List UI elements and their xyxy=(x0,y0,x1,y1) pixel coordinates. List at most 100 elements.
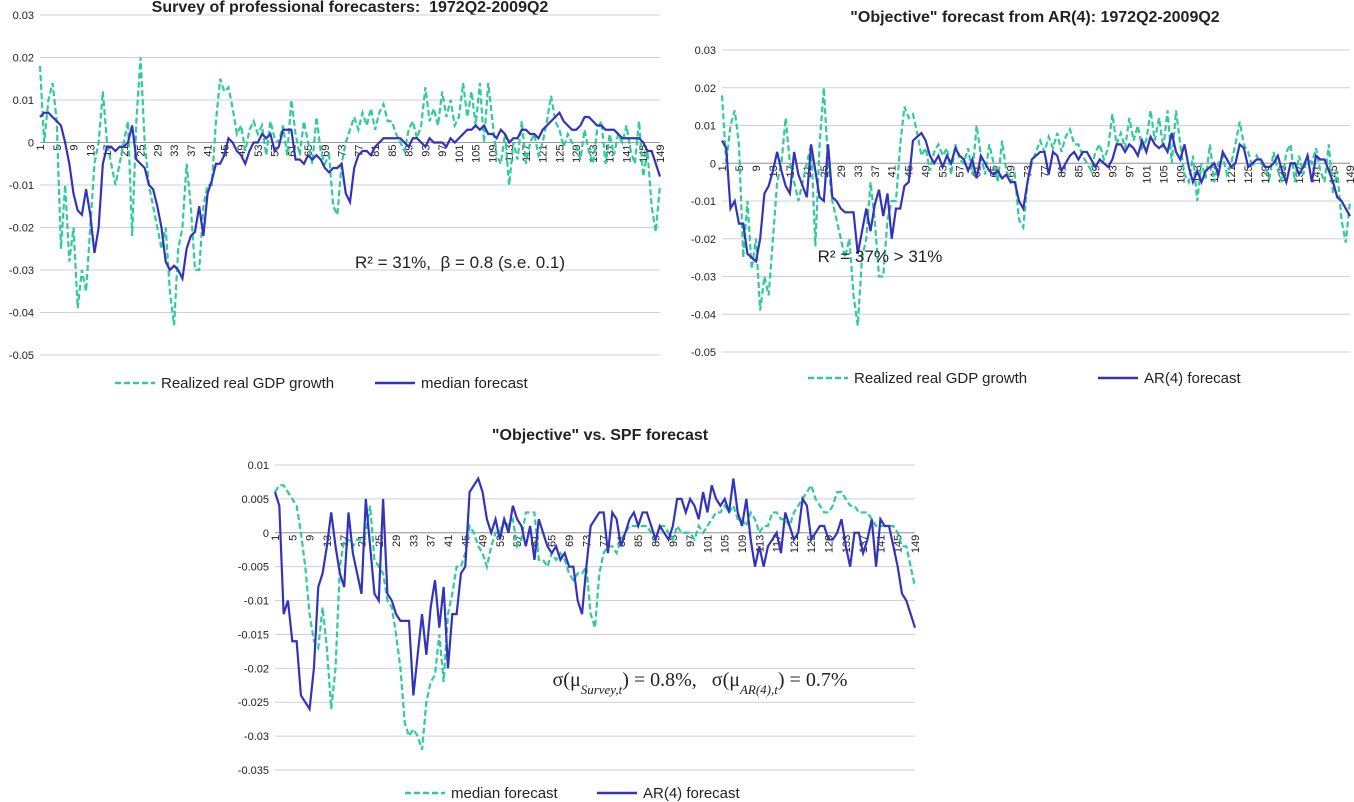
y-tick-label: -0.005 xyxy=(238,562,269,574)
chart-title: Survey of professional forecasters: 1972… xyxy=(152,0,549,16)
x-tick-label: 17 xyxy=(785,165,797,177)
annotation: R² = 37% > 31% xyxy=(818,247,943,266)
x-tick-label: 101 xyxy=(702,535,714,553)
x-tick-label: 149 xyxy=(1345,165,1354,183)
x-tick-label: 29 xyxy=(836,165,848,177)
annotation: R² = 31%, β = 0.8 (s.e. 0.1) xyxy=(355,253,565,272)
y-tick-label: -0.03 xyxy=(9,265,34,277)
x-tick-label: 1 xyxy=(717,165,729,171)
y-tick-label: -0.025 xyxy=(238,697,269,709)
x-tick-label: 125 xyxy=(806,535,818,553)
y-tick-label: -0.035 xyxy=(238,765,269,777)
x-tick-label: 1 xyxy=(35,145,47,151)
x-tick-label: 89 xyxy=(404,145,416,157)
x-tick-label: 13 xyxy=(85,145,97,157)
x-tick-label: 1 xyxy=(270,535,282,541)
annotation-part: AR(4),t xyxy=(739,682,778,697)
y-tick-label: -0.02 xyxy=(9,223,34,235)
y-tick-label: 0.005 xyxy=(241,494,269,506)
chart: "Objective" vs. SPF forecast 0.01 0.005 0 -0… xyxy=(238,427,922,802)
x-tick-label: 37 xyxy=(186,145,198,157)
x-tick-label: 9 xyxy=(69,145,81,151)
series-line xyxy=(274,482,917,751)
chart: "Objective" forecast from AR(4): 1972Q2-… xyxy=(691,9,1354,387)
series-line xyxy=(39,110,662,283)
x-tick-label: 109 xyxy=(1175,165,1187,183)
series-line xyxy=(38,57,662,326)
x-tick-label: 9 xyxy=(751,165,763,171)
x-tick-label: 17 xyxy=(339,535,351,547)
x-tick-label: 109 xyxy=(487,145,499,163)
x-tick-label: 29 xyxy=(152,145,164,157)
y-tick-label: 0 xyxy=(28,138,34,150)
x-tick-label: 93 xyxy=(1107,165,1119,177)
series-line xyxy=(720,87,1352,326)
x-tick-label: 125 xyxy=(554,145,566,163)
y-tick-label: 0.03 xyxy=(695,45,716,57)
x-tick-label: 41 xyxy=(203,145,215,157)
x-tick-label: 81 xyxy=(370,145,382,157)
y-tick-label: -0.01 xyxy=(9,180,34,192)
y-tick-label: -0.05 xyxy=(9,350,34,362)
y-tick-label: 0.03 xyxy=(13,10,34,22)
y-tick-label: 0.01 xyxy=(248,460,269,472)
x-tick-label: 37 xyxy=(426,535,438,547)
x-tick-label: 33 xyxy=(169,145,181,157)
series-line xyxy=(273,475,917,713)
legend-label: AR(4) forecast xyxy=(643,785,741,802)
x-tick-label: 5 xyxy=(287,535,299,541)
x-tick-label: 121 xyxy=(789,535,801,553)
annotation-part: ) = 0.7% xyxy=(778,669,848,691)
x-tick-label: 53 xyxy=(495,535,507,547)
x-tick-label: 109 xyxy=(737,535,749,553)
x-tick-label: 25 xyxy=(819,165,831,177)
x-tick-label: 49 xyxy=(921,165,933,177)
y-tick-label: -0.01 xyxy=(244,596,269,608)
x-tick-label: 37 xyxy=(870,165,882,177)
x-tick-label: 53 xyxy=(938,165,950,177)
x-tick-label: 33 xyxy=(853,165,865,177)
x-tick-label: 73 xyxy=(581,535,593,547)
x-tick-label: 85 xyxy=(387,145,399,157)
x-tick-label: 49 xyxy=(478,535,490,547)
x-tick-label: 97 xyxy=(685,535,697,547)
x-tick-label: 113 xyxy=(754,535,766,553)
x-tick-label: 33 xyxy=(408,535,420,547)
y-tick-label: 0.02 xyxy=(13,53,34,65)
y-tick-label: -0.04 xyxy=(9,308,34,320)
x-tick-label: 25 xyxy=(374,535,386,547)
y-tick-label: -0.03 xyxy=(244,731,269,743)
x-tick-label: 149 xyxy=(910,535,922,553)
y-tick-label: -0.03 xyxy=(691,272,716,284)
x-tick-label: 105 xyxy=(720,535,732,553)
legend-label: AR(4) forecast xyxy=(1144,370,1242,387)
x-tick-label: 77 xyxy=(353,145,365,157)
y-tick-label: 0 xyxy=(710,158,716,170)
x-tick-label: 21 xyxy=(356,535,368,547)
legend-label: median forecast xyxy=(421,375,529,392)
x-tick-label: 93 xyxy=(420,145,432,157)
x-tick-label: 149 xyxy=(655,145,667,163)
x-tick-label: 69 xyxy=(564,535,576,547)
annotation: σ(μSurvey,t) = 0.8%, σ(μAR(4),t) = 0.7% xyxy=(553,669,848,697)
y-tick-label: -0.02 xyxy=(691,234,716,246)
x-tick-label: 85 xyxy=(1073,165,1085,177)
y-tick-label: -0.015 xyxy=(238,629,269,641)
chart-title: "Objective" vs. SPF forecast xyxy=(492,427,709,444)
x-tick-label: 57 xyxy=(955,165,967,177)
x-tick-label: 41 xyxy=(443,535,455,547)
y-tick-label: 0.01 xyxy=(695,121,716,133)
x-tick-label: 53 xyxy=(253,145,265,157)
x-tick-label: 89 xyxy=(1090,165,1102,177)
y-tick-label: 0.02 xyxy=(695,83,716,95)
chart: Survey of professional forecasters: 1972… xyxy=(9,0,667,392)
x-tick-label: 101 xyxy=(1141,165,1153,183)
legend-label: Realized real GDP growth xyxy=(854,370,1027,387)
x-tick-label: 141 xyxy=(621,145,633,163)
chart-title: "Objective" forecast from AR(4): 1972Q2-… xyxy=(850,9,1219,26)
x-tick-label: 29 xyxy=(391,535,403,547)
x-tick-label: 145 xyxy=(893,535,905,553)
x-tick-label: 101 xyxy=(454,145,466,163)
x-tick-label: 125 xyxy=(1243,165,1255,183)
